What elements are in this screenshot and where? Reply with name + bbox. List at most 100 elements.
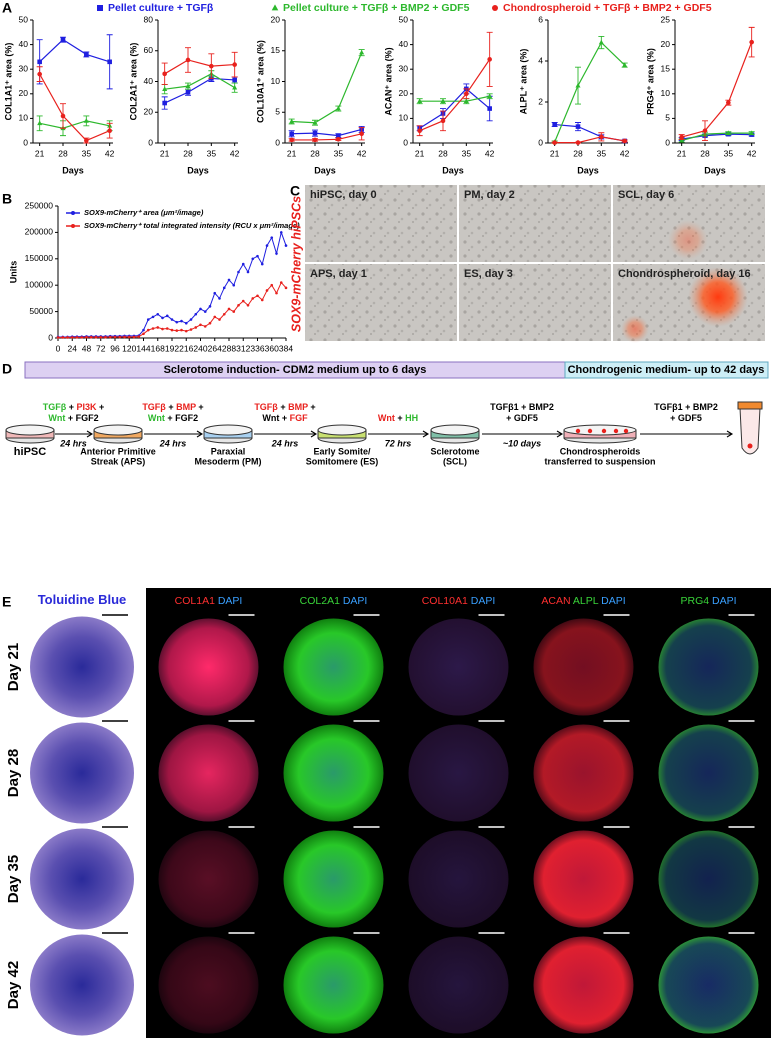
y-axis-label: PRG4⁺ area (%) (645, 48, 655, 115)
marker (60, 37, 66, 42)
marker (256, 294, 259, 298)
marker (218, 318, 221, 321)
text-token: ACAN (541, 595, 573, 607)
marker (80, 336, 84, 339)
section-image (658, 830, 759, 928)
marker (749, 39, 754, 45)
text-token: HH (405, 413, 418, 423)
marker (575, 140, 581, 145)
arrow (55, 430, 94, 438)
x-tick-label: 144 (136, 343, 150, 353)
dish (563, 424, 637, 436)
marker (180, 328, 183, 332)
x-tick-label: 384 (279, 343, 293, 353)
x-tick-label: 28 (58, 148, 68, 158)
marker (275, 252, 278, 255)
spheroid (613, 428, 619, 434)
section-image (283, 830, 384, 928)
y-tick-label: 60 (144, 45, 154, 55)
x-tick-label: 42 (105, 148, 115, 158)
text-token: + (97, 402, 105, 412)
y-tick-label: 10 (661, 88, 671, 98)
series-line (164, 73, 235, 90)
marker (241, 262, 245, 266)
section-image (408, 618, 509, 716)
x-tick-label: 42 (620, 148, 630, 158)
x-tick-label: 336 (250, 343, 264, 353)
y-tick-label: 40 (399, 39, 409, 49)
marker (165, 314, 169, 318)
marker (237, 270, 240, 274)
series-line (419, 59, 491, 132)
marker (487, 106, 492, 111)
y-tick-label: 4 (538, 55, 543, 65)
stage-label: Anterior Primitive (80, 446, 156, 456)
marker (104, 335, 107, 339)
spheroid (623, 428, 629, 434)
text-token: + GDF5 (506, 413, 538, 423)
marker (552, 140, 557, 145)
series-line (291, 133, 362, 141)
text-token: TGFβ1 + BMP2 (490, 402, 554, 412)
marker (156, 326, 160, 329)
text-token: Toluidine Blue (38, 592, 127, 607)
x-tick-label: 35 (207, 148, 217, 158)
marker (85, 335, 88, 339)
marker (151, 315, 155, 319)
x-tick-label: 28 (700, 148, 710, 158)
x-tick-label: 72 (96, 343, 106, 353)
marker (142, 332, 145, 336)
y-tick-label: 50 (19, 14, 29, 24)
dish (317, 424, 367, 436)
marker (37, 59, 42, 65)
marker (440, 118, 446, 124)
panel-label: A (2, 0, 12, 16)
section-image (283, 936, 384, 1034)
text-token: PRG4 (680, 595, 712, 607)
text-token: PI3K (76, 402, 97, 412)
marker (123, 335, 126, 339)
text-token: DAPI (712, 595, 737, 607)
micrograph (459, 185, 611, 262)
marker (75, 336, 79, 339)
y-axis-label: ACAN⁺ area (%) (383, 47, 393, 115)
marker (70, 336, 74, 339)
marker (265, 244, 269, 247)
x-tick-label: 264 (208, 343, 222, 353)
series-line (681, 132, 752, 142)
marker (99, 335, 103, 339)
series-line (58, 230, 287, 338)
marker (213, 315, 217, 319)
x-tick-label: 216 (179, 343, 193, 353)
marker (66, 336, 69, 339)
section-image (158, 618, 259, 716)
duration-label: 24 hrs (59, 438, 87, 448)
marker (194, 312, 198, 316)
factor-label: Wnt + HH (378, 413, 418, 423)
marker (336, 137, 341, 142)
marker (237, 303, 240, 307)
marker (61, 336, 65, 339)
text-token: + (166, 402, 176, 412)
marker (279, 281, 283, 284)
marker (622, 62, 628, 67)
marker (726, 100, 731, 105)
text-token: + FGF2 (65, 413, 98, 423)
text-token: BMP (288, 402, 308, 412)
series-line (554, 136, 625, 144)
row-label: Day 28 (5, 749, 22, 797)
marker (184, 329, 188, 333)
series-line (554, 41, 626, 143)
section-image (283, 618, 384, 716)
marker (94, 335, 98, 339)
marker (232, 84, 238, 90)
x-tick-label: 42 (485, 148, 495, 158)
series-line (291, 52, 363, 124)
x-tick-label: 240 (193, 343, 207, 353)
section-image (408, 724, 509, 822)
section-image (408, 936, 509, 1034)
marker (575, 124, 581, 129)
y-tick-label: 0 (275, 137, 280, 147)
text-token: + (395, 413, 405, 423)
marker (175, 329, 179, 332)
